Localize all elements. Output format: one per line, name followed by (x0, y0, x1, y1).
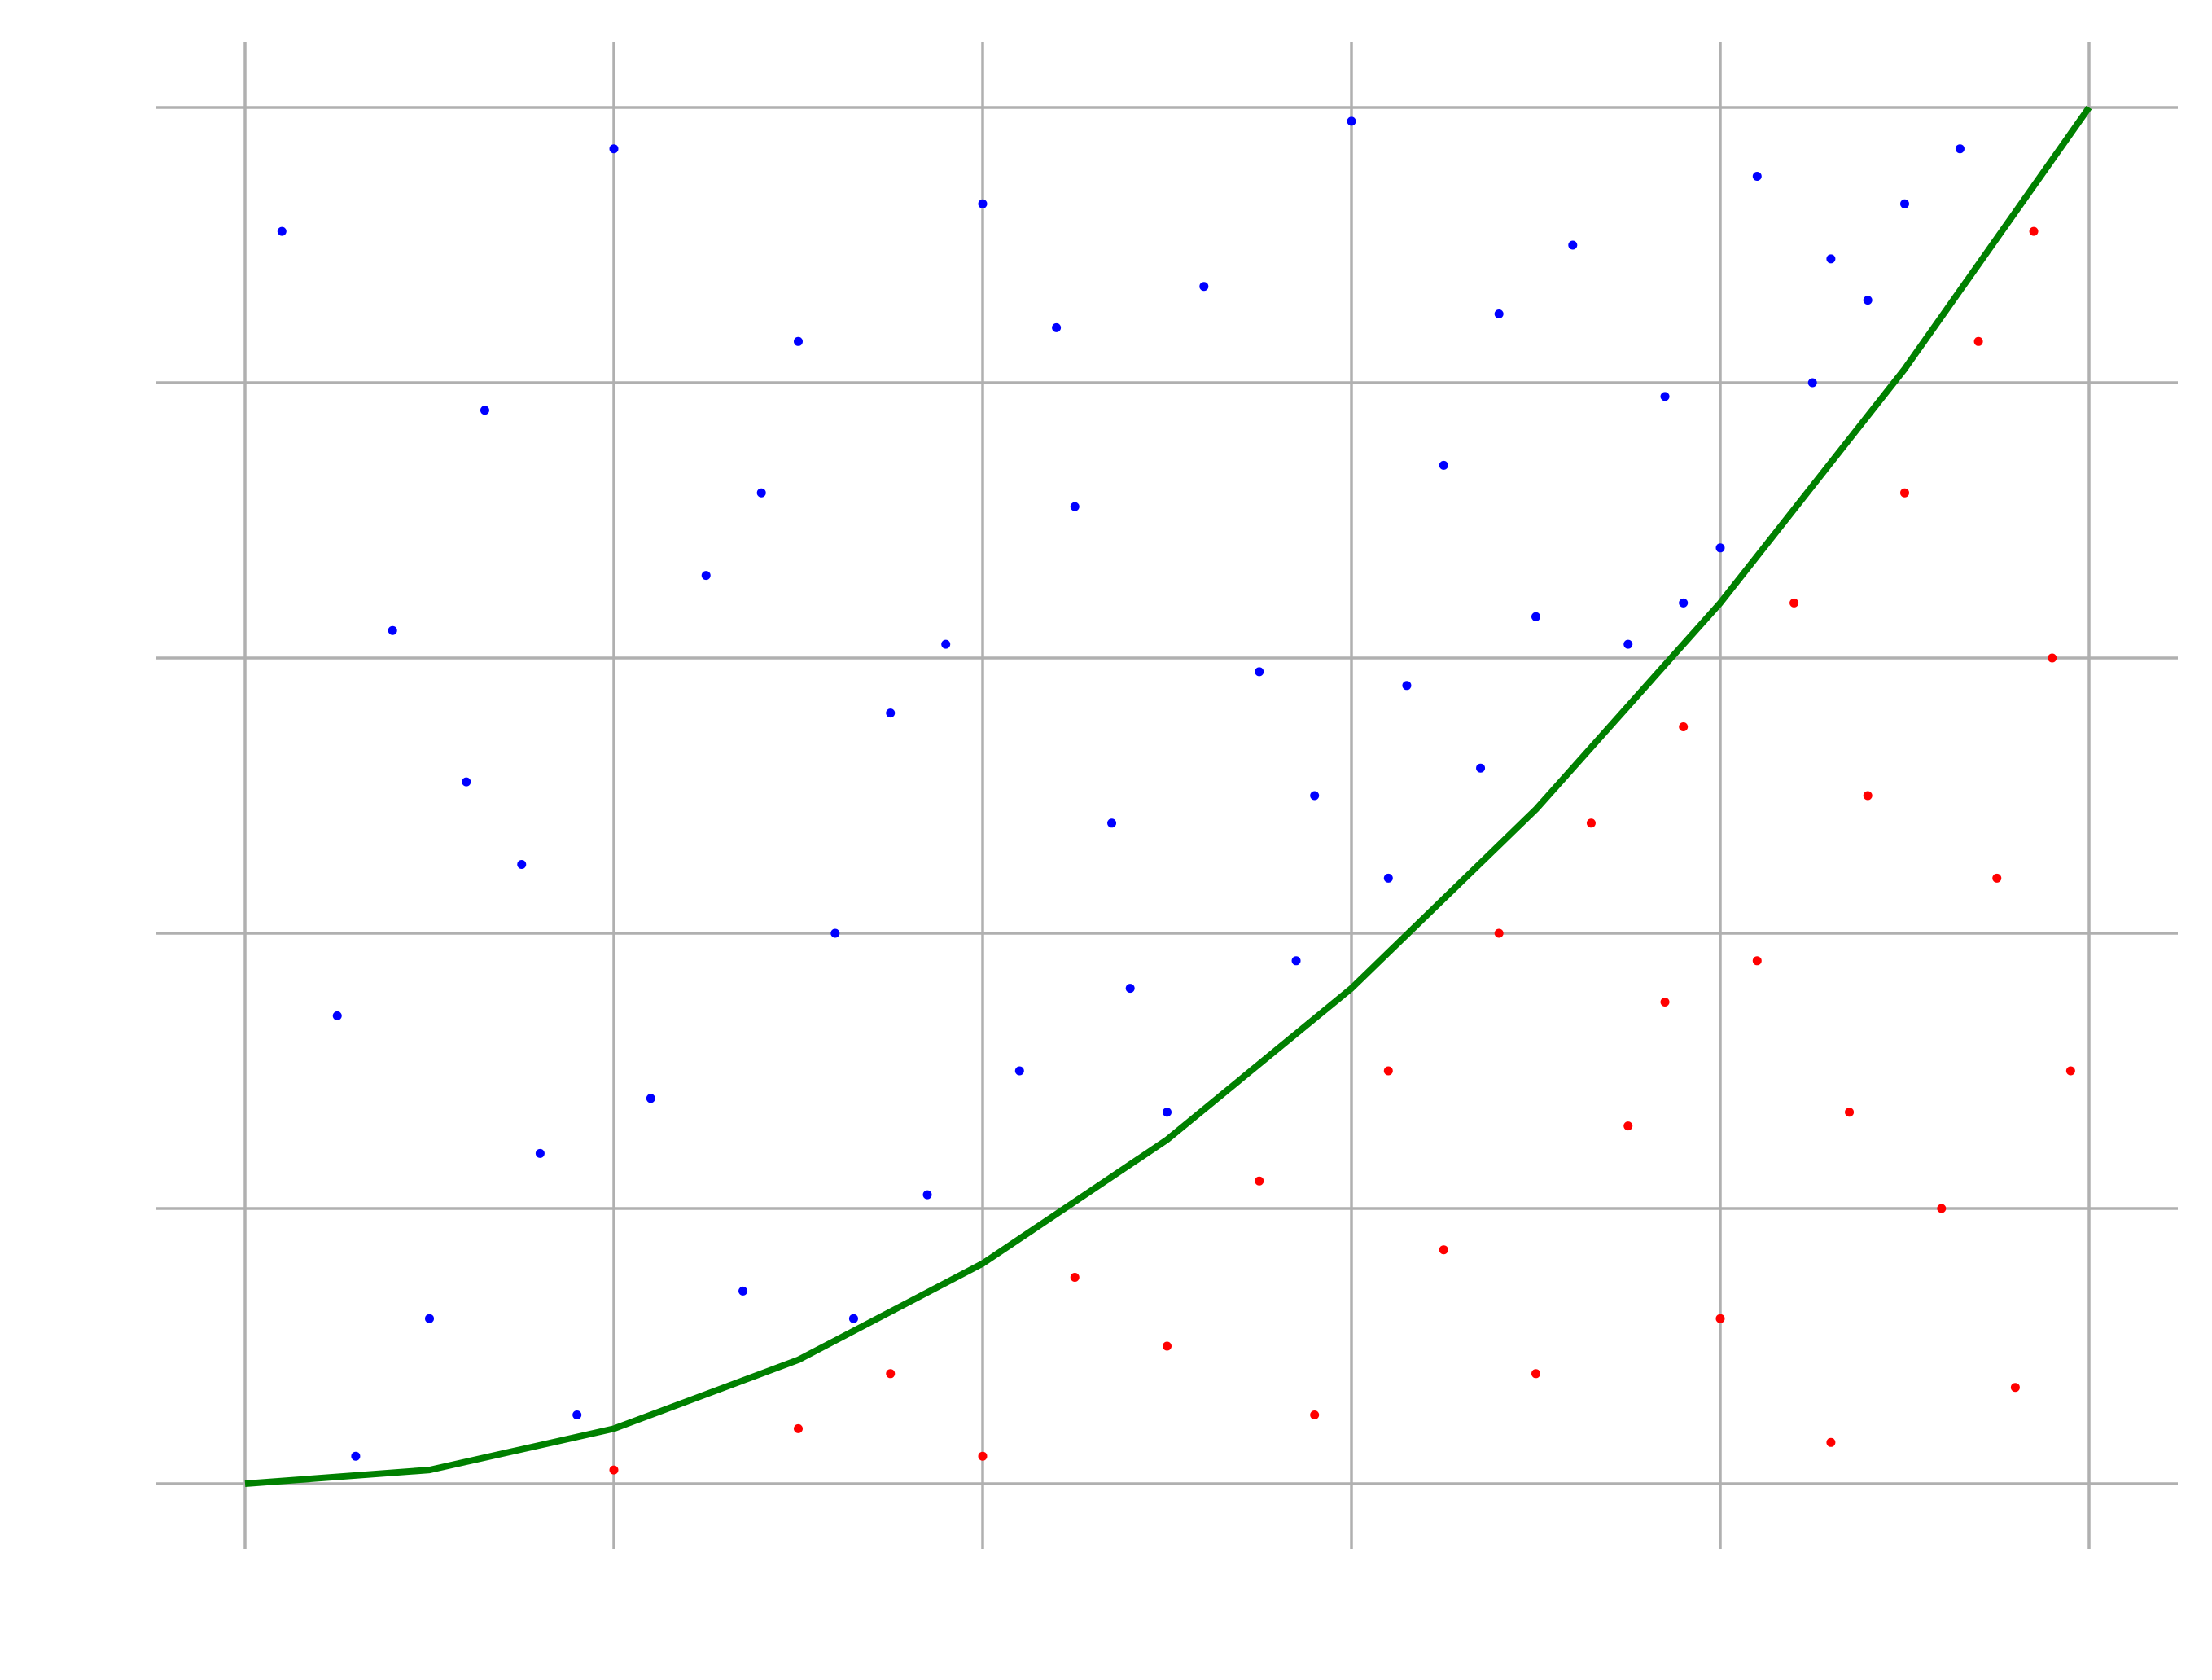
point (886, 1369, 896, 1379)
point (1163, 1108, 1172, 1117)
point (480, 406, 489, 415)
point (941, 639, 951, 649)
point (886, 708, 896, 718)
point (738, 1286, 748, 1296)
point (794, 1423, 803, 1433)
point (1937, 1204, 1947, 1213)
point (609, 1465, 619, 1475)
point (1900, 199, 1909, 208)
point (2010, 1383, 2020, 1393)
point (1347, 116, 1356, 126)
point (1494, 309, 1504, 318)
point (1863, 791, 1873, 801)
point (701, 571, 711, 581)
point (1679, 598, 1689, 608)
point (848, 1314, 858, 1323)
point (1494, 928, 1504, 938)
point (1973, 336, 1983, 346)
point (1586, 818, 1596, 828)
point (1014, 1066, 1024, 1076)
point (1660, 998, 1670, 1007)
point (1439, 460, 1448, 470)
point (425, 1314, 434, 1323)
point (1789, 598, 1799, 608)
point (1752, 172, 1762, 181)
point (1070, 502, 1080, 511)
point (1845, 1108, 1855, 1117)
point (1125, 984, 1135, 994)
point (1623, 639, 1633, 649)
point (1291, 956, 1301, 966)
point (1531, 1369, 1540, 1379)
point (1715, 1314, 1725, 1323)
point (1568, 240, 1578, 250)
point (1715, 543, 1725, 553)
point (1863, 296, 1873, 305)
point (1310, 1410, 1320, 1419)
point (535, 1148, 545, 1158)
point (277, 226, 287, 236)
point (2048, 653, 2057, 663)
point (978, 199, 988, 208)
point (922, 1190, 932, 1200)
point (572, 1410, 582, 1419)
point (517, 860, 527, 869)
point (2065, 1066, 2075, 1076)
point (1383, 1066, 1393, 1076)
point (1310, 791, 1320, 801)
point (794, 336, 803, 346)
point (1402, 681, 1412, 691)
point (1255, 1176, 1264, 1186)
point (1955, 144, 1965, 154)
point (1679, 722, 1689, 731)
point (2029, 226, 2039, 236)
point (1199, 282, 1209, 292)
point (830, 928, 840, 938)
point (646, 1094, 655, 1103)
point (1476, 763, 1486, 773)
point (1807, 378, 1817, 388)
point (1052, 322, 1062, 332)
point (1163, 1341, 1172, 1351)
point (332, 1011, 342, 1020)
point (1439, 1245, 1448, 1255)
point (1826, 1437, 1836, 1447)
curve (244, 105, 2092, 1487)
point (1107, 818, 1117, 828)
point (609, 144, 619, 154)
point (1752, 956, 1762, 966)
point (1255, 667, 1264, 677)
point (1383, 873, 1393, 883)
point (756, 488, 766, 498)
point (1992, 873, 2002, 883)
point (388, 625, 397, 635)
point (1531, 612, 1540, 621)
point (1826, 254, 1836, 264)
point (1900, 488, 1909, 498)
point (1623, 1121, 1633, 1131)
point (462, 777, 471, 787)
point (1070, 1273, 1080, 1282)
point (978, 1451, 988, 1461)
point (351, 1451, 361, 1461)
point (1660, 392, 1670, 401)
